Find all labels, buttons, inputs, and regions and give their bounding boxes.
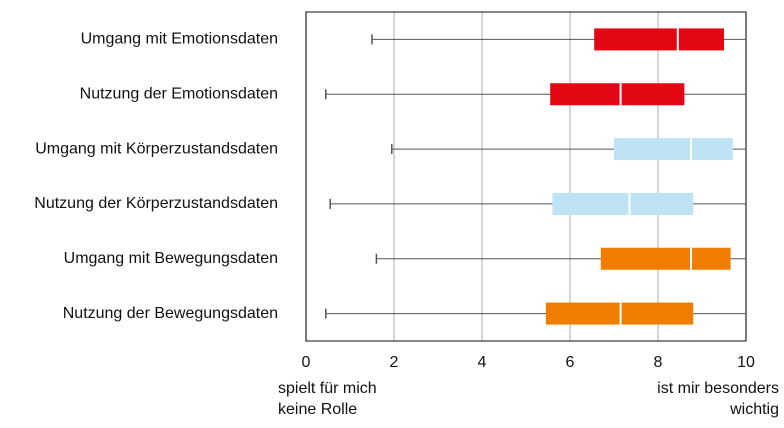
box [594, 28, 724, 51]
box [550, 83, 685, 106]
axis-note-right: wichtig [729, 401, 779, 418]
plot-frame [305, 11, 747, 342]
x-tick-label: 0 [302, 354, 311, 371]
x-tick-label: 2 [390, 354, 399, 371]
x-tick-label: 6 [566, 354, 575, 371]
axis-note-right: ist mir besonders [657, 380, 779, 397]
category-label: Umgang mit Körperzustandsdaten [35, 140, 278, 157]
box [552, 192, 694, 215]
box [600, 247, 731, 270]
box [545, 302, 694, 325]
category-label: Umgang mit Emotionsdaten [81, 31, 278, 48]
axis-note-left: keine Rolle [278, 401, 357, 418]
category-label: Nutzung der Emotionsdaten [80, 85, 278, 102]
x-tick-label: 8 [654, 354, 663, 371]
x-tick-label: 10 [737, 354, 755, 371]
category-label: Nutzung der Körperzustandsdaten [34, 195, 278, 212]
category-label: Umgang mit Bewegungsdaten [64, 250, 278, 267]
category-label: Nutzung der Bewegungsdaten [63, 305, 278, 322]
axis-note-left: spielt für mich [278, 380, 377, 397]
box [614, 138, 733, 161]
x-tick-label: 4 [478, 354, 487, 371]
